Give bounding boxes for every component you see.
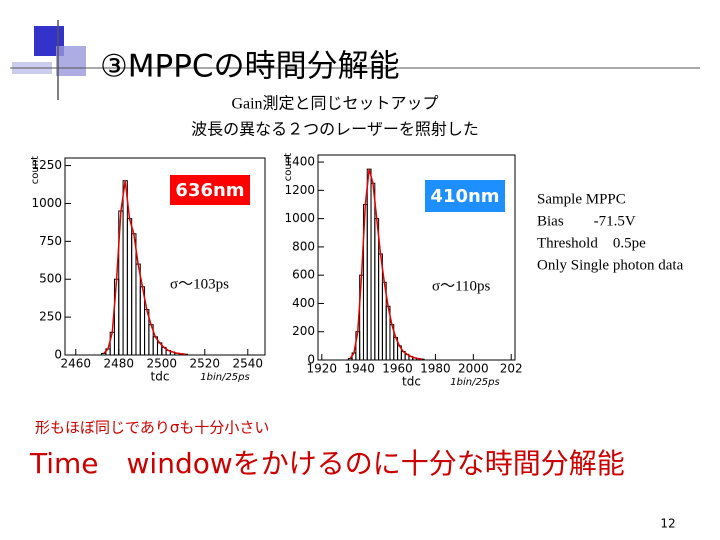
y-tick-label: 1250 xyxy=(31,158,62,172)
note: Sample MPPC xyxy=(537,191,626,207)
y-tick-label: 1000 xyxy=(31,196,62,210)
wavelength-box xyxy=(425,180,505,212)
x-tick-label: 2480 xyxy=(103,357,134,371)
x-tick-label: 1920 xyxy=(307,362,338,376)
comment: 形もほぼ同じでありσも十分小さい xyxy=(35,419,269,437)
x-tick-label: 202 xyxy=(500,362,523,376)
resolution-label: σ～110ps xyxy=(432,278,491,294)
y-tick-label: 0 xyxy=(54,348,62,362)
resolution-label: σ～103ps xyxy=(170,276,229,292)
deco-square xyxy=(56,46,86,76)
y-tick-label: 400 xyxy=(292,296,315,310)
y-tick-label: 1400 xyxy=(284,155,315,169)
title: ③MPPCの時間分解能 xyxy=(100,49,400,85)
x-axis-label: tdc xyxy=(402,375,421,389)
y-tick-label: 200 xyxy=(292,324,315,338)
subtitle: Gain測定と同じセットアップ xyxy=(231,95,438,113)
y-tick-label: 250 xyxy=(39,310,62,324)
bin-note: 1bin/25ps xyxy=(450,377,499,388)
x-tick-label: 2000 xyxy=(458,362,489,376)
y-tick-label: 600 xyxy=(292,268,315,282)
fit-curve xyxy=(349,168,423,360)
wavelength-label: 410nm xyxy=(430,186,499,207)
note: Threshold 0.5pe xyxy=(537,235,646,251)
bin-note: 1bin/25ps xyxy=(200,372,249,383)
x-tick-label: 1940 xyxy=(344,362,375,376)
fit-curve xyxy=(103,180,186,355)
x-axis-label: tdc xyxy=(151,370,170,384)
note: Only Single photon data xyxy=(537,257,684,273)
y-tick-label: 500 xyxy=(39,272,62,286)
x-tick-label: 2500 xyxy=(147,357,178,371)
y-axis-label: count xyxy=(30,156,41,184)
x-tick-label: 1980 xyxy=(420,362,451,376)
y-axis-label: count xyxy=(283,153,294,181)
subtitle: 波長の異なる２つのレーザーを照射した xyxy=(191,121,479,139)
wavelength-label: 636nm xyxy=(175,180,244,201)
x-tick-label: 2540 xyxy=(233,357,264,371)
note: Bias -71.5V xyxy=(537,213,636,229)
y-tick-label: 0 xyxy=(307,353,315,367)
y-tick-label: 800 xyxy=(292,239,315,253)
y-tick-label: 750 xyxy=(39,234,62,248)
conclusion: Time windowをかけるのに十分な時間分解能 xyxy=(29,447,625,480)
x-tick-label: 2460 xyxy=(60,357,91,371)
x-tick-label: 2520 xyxy=(190,357,221,371)
page-number: 12 xyxy=(660,517,675,531)
y-tick-label: 1000 xyxy=(284,211,315,225)
y-tick-label: 1200 xyxy=(284,183,315,197)
x-tick-label: 1960 xyxy=(382,362,413,376)
wavelength-box xyxy=(170,175,250,205)
